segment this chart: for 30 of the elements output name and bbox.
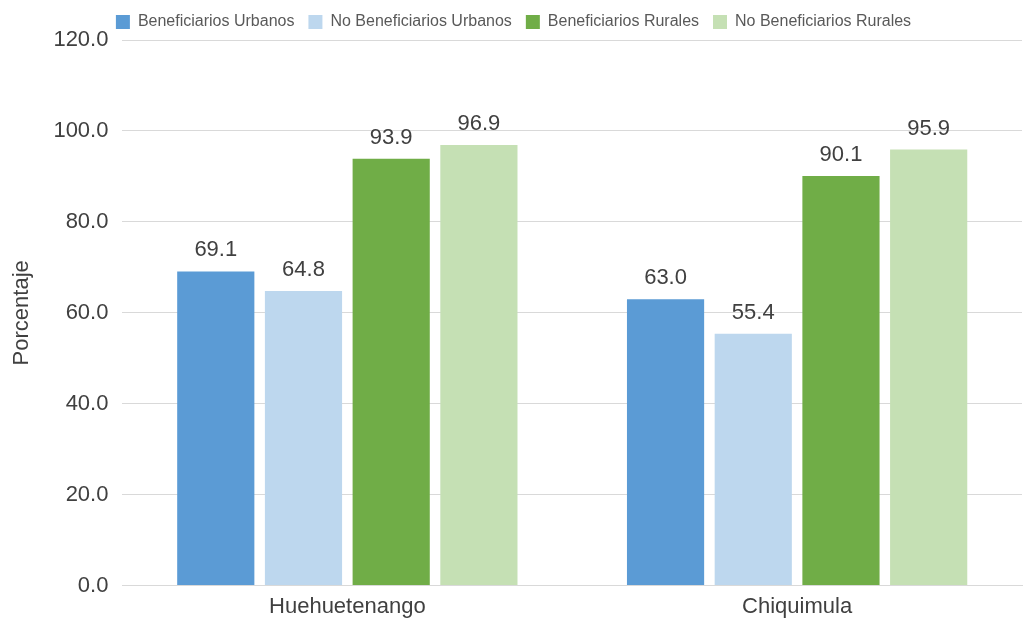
data-label: 96.9 — [457, 110, 501, 136]
x-tick-label: Chiquimula — [742, 592, 853, 618]
data-label: 95.9 — [907, 114, 951, 140]
bar — [714, 333, 792, 586]
data-label: 64.8 — [282, 256, 325, 282]
data-label: 63.0 — [644, 264, 687, 290]
bar — [802, 175, 880, 586]
data-label: 90.1 — [819, 141, 863, 167]
y-tick-label: 20.0 — [65, 480, 109, 506]
legend-label: No Beneficiarios Rurales — [735, 12, 912, 30]
legend-label: Beneficiarios Urbanos — [137, 12, 295, 30]
y-tick-label: 0.0 — [77, 571, 109, 597]
bar — [177, 271, 255, 586]
y-tick-label: 80.0 — [65, 207, 109, 233]
data-label: 69.1 — [194, 236, 238, 262]
bar — [440, 145, 518, 586]
bar — [264, 290, 343, 586]
y-tick-label: 100.0 — [53, 117, 109, 142]
y-tick-label: 40.0 — [65, 389, 109, 415]
bar — [352, 158, 430, 586]
bar — [890, 149, 968, 586]
data-label: 55.4 — [731, 298, 775, 324]
y-tick-label: 60.0 — [65, 298, 109, 324]
x-tick-label: Huehuetenango — [269, 592, 426, 618]
y-tick-label: 120.0 — [53, 26, 109, 52]
y-axis-title: Porcentaje — [8, 260, 34, 366]
data-label: 93.9 — [369, 123, 413, 149]
legend-label: No Beneficiarios Urbanos — [330, 12, 512, 30]
bar — [626, 299, 705, 586]
legend-label: Beneficiarios Rurales — [547, 12, 700, 30]
